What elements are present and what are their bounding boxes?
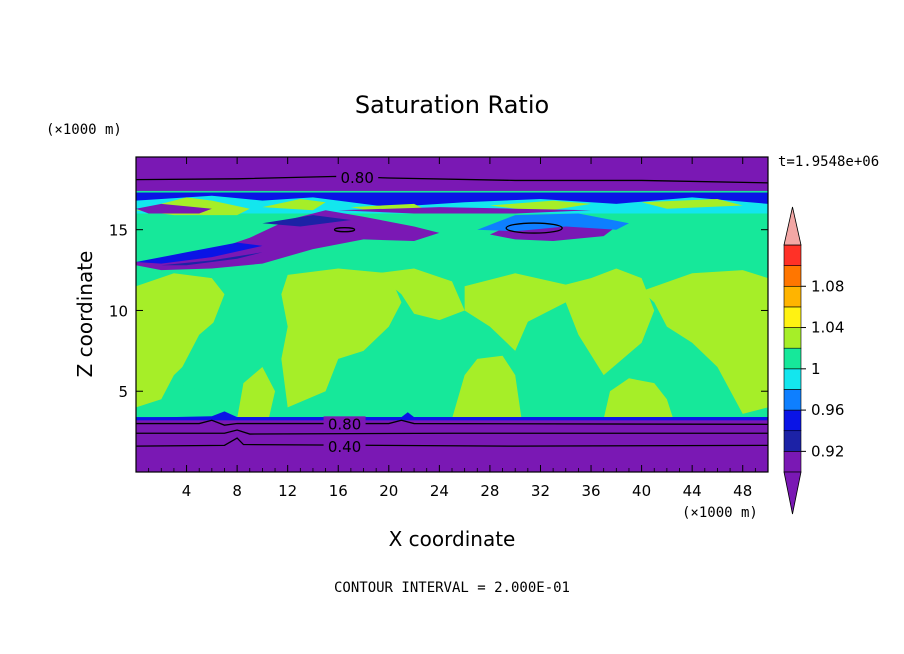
field-navy-mid: [262, 215, 351, 227]
y-axis-label: Z coordinate: [73, 251, 97, 378]
time-label: t=1.9548e+06: [778, 154, 879, 170]
contour-label: 0.80: [340, 169, 373, 187]
colorbar-segment: [783, 430, 802, 452]
field-lime-region-6: [641, 270, 768, 414]
contour-label: 0.40: [328, 438, 361, 456]
x-tick-label: 40: [632, 482, 651, 500]
field-lime-region-3: [376, 268, 465, 321]
colorbar-segment: [783, 451, 802, 473]
x-ticks: 4 8 12 16 20 24 28 32 36 40 44 48: [148, 157, 756, 500]
field-sky-center-cell: [477, 213, 629, 232]
colorbar-segment: [783, 306, 802, 328]
chart-title: Saturation Ratio: [355, 91, 549, 119]
contour-line-040: [136, 437, 768, 447]
field-upper-cyan: [136, 195, 768, 214]
field-lime-region-2: [281, 268, 402, 408]
field-lime-region-9: [237, 367, 276, 419]
x-tick-label: 44: [683, 482, 702, 500]
colorbar-tick-label: 1: [811, 360, 821, 378]
contour-lines: [136, 175, 768, 447]
contour-line-080-upper: [136, 175, 768, 184]
field-purple-upper-band: [338, 207, 592, 214]
contour-interval-text: CONTOUR INTERVAL = 2.000E-01: [334, 580, 570, 596]
colorbar-segment: [783, 368, 802, 390]
field-lime-region-8: [603, 378, 674, 419]
contour-line-small-cell: [333, 227, 356, 233]
field-lime-upper-2: [262, 199, 326, 211]
contour-label: 0.80: [328, 415, 361, 433]
colorbar-segment: [783, 347, 802, 370]
field-lime-region-1: [136, 273, 225, 408]
field-purple-upper-left: [136, 203, 212, 214]
y-axis-unit: (×1000 m): [46, 122, 122, 138]
contour-label-bg: [323, 438, 366, 453]
y-ticks: 5 10 15: [109, 222, 768, 401]
y-tick-label: 15: [109, 222, 128, 240]
contour-label-bg: [323, 416, 366, 431]
field-lime-region-7: [452, 355, 522, 419]
contour-line-080-lower: [136, 419, 768, 426]
x-tick-label: 48: [733, 482, 752, 500]
x-tick-label: 28: [480, 482, 499, 500]
colorbar-tick-label: 0.96: [811, 401, 844, 419]
contour-labels: 0.80 0.80 0.40: [323, 169, 379, 456]
field-lower-blue-bumps: [136, 411, 768, 419]
x-tick-label: 24: [430, 482, 449, 500]
field-blue-left: [136, 242, 263, 264]
colorbar-segment: [783, 265, 802, 287]
contour-line-center-cell: [505, 222, 563, 234]
colorbar-segment: [783, 327, 802, 349]
colorbar-segment: [783, 285, 802, 308]
x-axis-unit: (×1000 m): [682, 505, 758, 521]
y-tick-label: 10: [109, 302, 128, 320]
x-tick-label: 32: [531, 482, 550, 500]
field-lower-blue: [136, 417, 768, 422]
field-lime-region-5: [578, 286, 629, 343]
contour-field: [136, 157, 768, 472]
colorbar-segment: [783, 244, 802, 266]
x-tick-label: 4: [182, 482, 192, 500]
colorbar-segment: [783, 409, 802, 432]
field-lime-upper-4: [489, 200, 592, 212]
y-tick-label: 5: [118, 383, 128, 401]
x-tick-label: 16: [329, 482, 348, 500]
colorbar-segment: [783, 389, 802, 411]
x-axis-label: X coordinate: [389, 527, 516, 551]
contour-label-bg: [336, 170, 379, 184]
field-lime-upper-5: [641, 199, 743, 209]
colorbar-extend-max: [783, 206, 802, 246]
x-tick-label: 36: [581, 482, 600, 500]
colorbar-tick-label: 1.04: [811, 319, 844, 337]
colorbar-tick-label: 0.92: [811, 442, 844, 460]
colorbar-tick-label: 1.08: [811, 277, 844, 295]
colorbar-extend-min: [783, 471, 802, 515]
x-tick-label: 20: [379, 482, 398, 500]
colorbar: 0.92 0.96 1 1.04 1.08: [783, 206, 844, 515]
x-tick-label: 8: [232, 482, 242, 500]
contour-line-060: [136, 429, 768, 435]
field-green-streak-1: [173, 318, 225, 392]
x-tick-label: 12: [278, 482, 297, 500]
